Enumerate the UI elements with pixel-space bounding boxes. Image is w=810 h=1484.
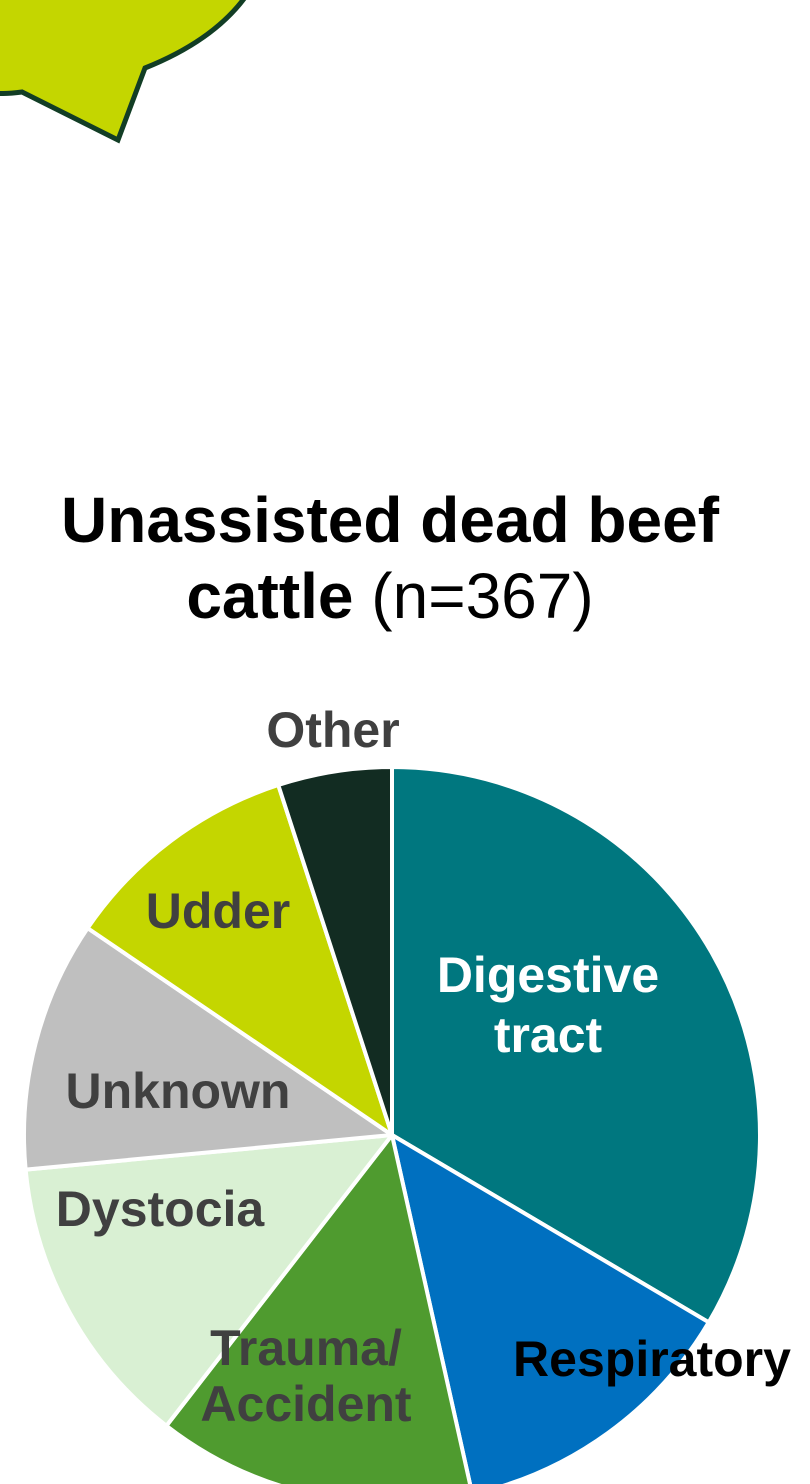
pie-slice-other xyxy=(276,765,394,1137)
speech-bubble-shape xyxy=(0,0,247,144)
pie-slice-unknown xyxy=(22,926,394,1172)
slice-label-other: Other xyxy=(266,702,399,758)
slice-label-udder: Udder xyxy=(146,883,290,939)
pie-slice-digestive-tract xyxy=(390,765,762,1325)
chart-title-bold: Unassisted dead beef cattle xyxy=(61,484,719,632)
chart-title-count: (n=367) xyxy=(371,560,594,632)
chart-title: Unassisted dead beef cattle (n=367) xyxy=(0,482,780,634)
slice-label-dystocia: Dystocia xyxy=(56,1181,266,1237)
slice-label-unknown: Unknown xyxy=(66,1063,291,1119)
slice-label-trauma-accident: Trauma/Accident xyxy=(200,1320,412,1432)
speech-bubble-decoration xyxy=(0,0,247,144)
pie-slice-respiratory xyxy=(390,1133,711,1484)
slice-label-digestive-tract: Digestive tract xyxy=(437,947,659,1063)
pie-slice-dystocia xyxy=(23,1133,394,1428)
slice-label-respiratory: Respiratory xyxy=(513,1331,791,1387)
pie-slice-udder xyxy=(85,783,394,1137)
pie-slice-trauma-accident xyxy=(164,1133,473,1484)
